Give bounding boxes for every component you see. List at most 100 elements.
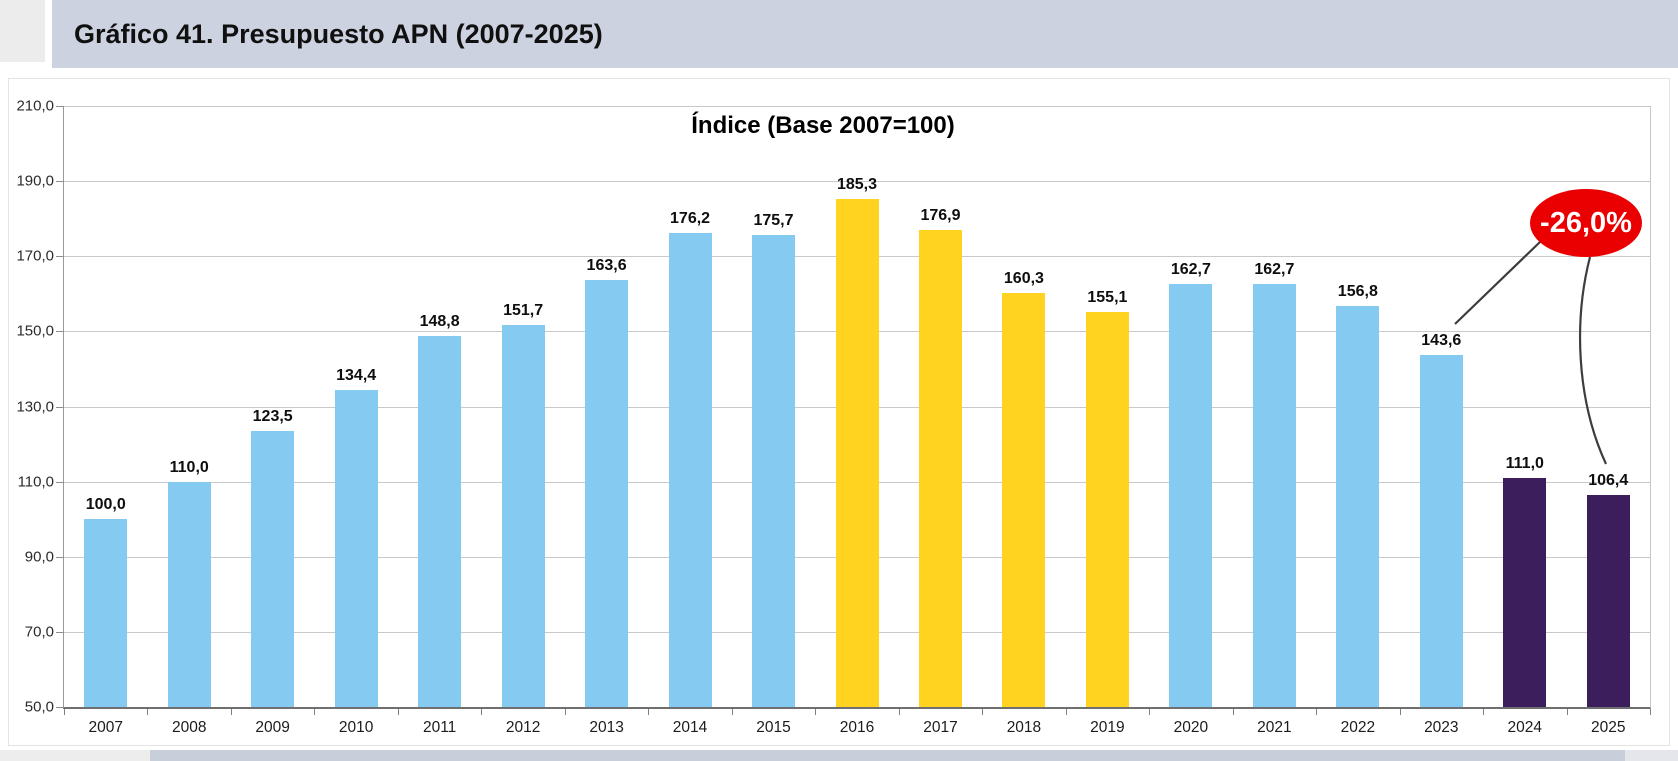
bar-value-label-2017: 176,9	[920, 207, 961, 225]
bar-value-label-2022: 156,8	[1337, 282, 1378, 300]
bar-value-label-2012: 151,7	[503, 302, 544, 319]
x-axis-tick	[1650, 709, 1651, 715]
x-axis-tick	[564, 709, 566, 715]
x-axis-label-2007: 2007	[88, 719, 123, 736]
x-axis-tick	[1149, 709, 1151, 715]
x-axis-label-2016: 2016	[839, 719, 875, 736]
x-axis-label-2014: 2014	[672, 719, 708, 736]
x-axis-tick	[1399, 709, 1401, 715]
y-axis-tick	[56, 707, 64, 708]
x-axis-label-2013: 2013	[589, 719, 624, 736]
y-axis-tick	[56, 256, 64, 258]
bar-value-label-2025: 106,4	[1588, 472, 1629, 490]
bar-2009	[251, 430, 295, 707]
x-axis-tick	[815, 709, 817, 715]
y-axis-label: 130,0	[16, 398, 54, 415]
bar-2008	[167, 481, 211, 707]
bar-2007	[84, 519, 128, 707]
chart-header-bar: Gráfico 41. Presupuesto APN (2007-2025)	[52, 0, 1678, 68]
chart-title: Índice (Base 2007=100)	[691, 112, 955, 139]
y-axis-label: 90,0	[24, 548, 54, 566]
bottom-strip-left	[0, 750, 150, 761]
y-axis-tick	[56, 331, 64, 333]
y-axis-tick	[56, 106, 64, 107]
page-title: Gráfico 41. Presupuesto APN (2007-2025)	[74, 18, 603, 49]
x-axis-label-2010: 2010	[338, 719, 374, 736]
y-axis-label: 110,0	[17, 473, 54, 491]
bar-2024	[1503, 477, 1547, 707]
bar-2018	[1002, 292, 1046, 707]
bar-2013	[585, 280, 629, 707]
x-axis-label-2020: 2020	[1173, 719, 1209, 736]
bottom-strip	[150, 750, 1625, 761]
bar-value-label-2021: 162,7	[1254, 260, 1295, 278]
y-axis-tick	[56, 181, 64, 183]
bar-2019	[1085, 312, 1129, 707]
bar-2023	[1419, 355, 1463, 707]
bar-value-label-2014: 176,2	[670, 209, 711, 227]
bar-value-label-2019: 155,1	[1087, 289, 1128, 307]
bar-2017	[918, 230, 962, 707]
bar-2012	[501, 325, 545, 707]
x-axis-tick	[1483, 709, 1485, 715]
x-axis-tick	[1566, 709, 1568, 715]
bar-value-label-2023: 143,6	[1421, 332, 1462, 350]
x-axis-tick	[397, 709, 399, 715]
y-axis-tick	[56, 406, 64, 408]
bar-value-label-2020: 162,7	[1170, 260, 1211, 278]
x-axis-label-2012: 2012	[505, 719, 541, 736]
bar-2016	[835, 198, 879, 707]
bar-2015	[752, 234, 796, 707]
plot-area: 210,0 190,0 170,0 150,0 130,0 110,0 90,0 70,0 50…	[16, 98, 1651, 736]
y-axis-label: 70,0	[24, 623, 54, 641]
x-axis-tick	[731, 709, 733, 715]
x-axis-tick	[648, 709, 650, 715]
bar-value-label-2009: 123,5	[252, 407, 293, 425]
bar-2010	[334, 389, 378, 707]
x-axis-label-2025: 2025	[1591, 719, 1626, 736]
gridline-190,0	[64, 181, 1650, 183]
x-axis-label-2019: 2019	[1090, 719, 1125, 736]
x-axis-label-2009: 2009	[255, 719, 290, 736]
x-axis-tick	[1316, 709, 1318, 715]
x-axis-label-2023: 2023	[1424, 719, 1459, 736]
x-axis-label-2011: 2011	[422, 719, 457, 736]
bar-2011	[418, 335, 462, 707]
x-axis-label-2008: 2008	[171, 719, 207, 736]
x-axis-tick	[1232, 709, 1234, 715]
y-axis-label: 50,0	[24, 698, 54, 716]
bar-2025	[1586, 495, 1630, 707]
x-axis-label-2015: 2015	[756, 719, 791, 736]
x-axis-tick	[481, 709, 483, 715]
bar-value-label-2007: 100,0	[85, 496, 126, 514]
x-axis-label-2022: 2022	[1340, 719, 1376, 736]
y-axis-label: 170,0	[16, 247, 54, 265]
x-axis-tick	[982, 709, 984, 715]
y-axis-label: 190,0	[16, 172, 54, 190]
chart-figure: Índice (Base 2007=100) 210,0 190,0 170,0 15…	[8, 78, 1670, 746]
y-axis-tick	[56, 556, 64, 558]
annotation-badge: -26,0%	[1530, 189, 1642, 257]
bottom-strip-right	[1625, 750, 1678, 761]
x-axis-tick	[1065, 709, 1067, 715]
header-left-spacer	[0, 0, 45, 62]
gridline-210,0	[64, 106, 1650, 107]
x-axis-tick	[314, 709, 316, 715]
x-axis-label-2017: 2017	[923, 719, 958, 736]
x-axis-label-2024: 2024	[1507, 719, 1543, 736]
y-axis-tick	[56, 631, 64, 633]
bar-2021	[1252, 283, 1296, 707]
bar-value-label-2024: 111,0	[1505, 454, 1544, 472]
bar-value-label-2008: 110,0	[169, 458, 209, 476]
bar-value-label-2011: 148,8	[419, 312, 460, 330]
bar-value-label-2010: 134,4	[336, 366, 377, 384]
y-axis-label: 210,0	[16, 97, 54, 115]
bar-2020	[1169, 283, 1213, 707]
x-axis-label-2021: 2021	[1257, 719, 1292, 736]
x-axis-tick	[64, 709, 65, 715]
bar-value-label-2016: 185,3	[836, 175, 878, 193]
bar-value-label-2015: 175,7	[753, 211, 794, 229]
bar-value-label-2013: 163,6	[586, 257, 627, 275]
x-axis-tick	[230, 709, 232, 715]
y-axis-label: 150,0	[16, 322, 54, 340]
